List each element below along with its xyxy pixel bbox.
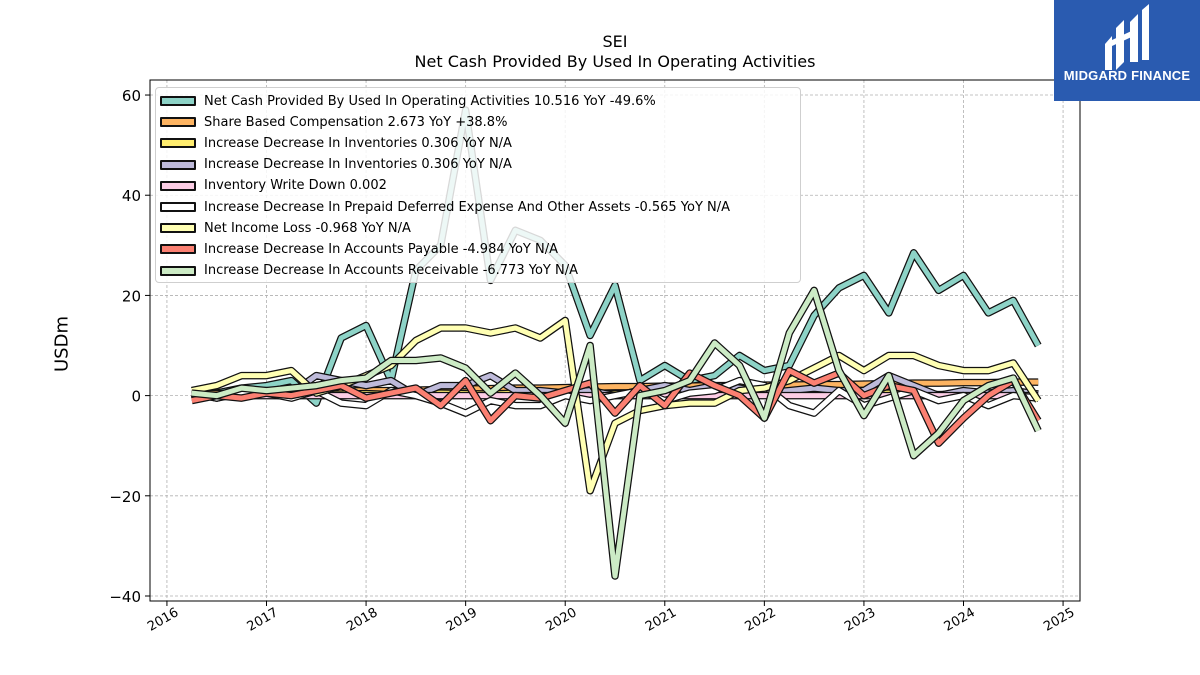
y-axis-label: USDm — [51, 316, 73, 372]
y-tick-label: −20 — [109, 488, 141, 506]
legend-label: Increase Decrease In Inventories 0.306 Y… — [204, 157, 512, 173]
legend-item: Share Based Compensation 2.673 YoY +38.8… — [160, 112, 507, 132]
legend-label: Increase Decrease In Prepaid Deferred Ex… — [204, 199, 731, 215]
x-tick-label: 2020 — [543, 605, 579, 635]
y-tick-label: 40 — [122, 187, 141, 205]
legend-item: Net Income Loss -0.968 YoY N/A — [160, 218, 411, 238]
series-stroke — [191, 368, 1041, 446]
legend-label: Net Income Loss -0.968 YoY N/A — [204, 220, 411, 236]
y-tick-label: 0 — [131, 388, 141, 406]
legend-label: Net Cash Provided By Used In Operating A… — [204, 93, 656, 109]
legend-swatch — [160, 180, 196, 191]
legend-item: Increase Decrease In Prepaid Deferred Ex… — [160, 197, 730, 217]
legend-swatch — [160, 202, 196, 212]
brand-logo: MIDGARD FINANCE — [1054, 0, 1200, 101]
x-tick-label: 2021 — [643, 605, 679, 635]
legend-item: Increase Decrease In Accounts Payable -4… — [160, 239, 558, 259]
x-tick-label: 2024 — [942, 605, 978, 635]
legend-label: Increase Decrease In Inventories 0.306 Y… — [204, 135, 512, 151]
x-tick-label: 2022 — [743, 605, 779, 635]
y-tick-label: 60 — [122, 87, 141, 105]
series-stroke — [191, 287, 1041, 579]
y-tick-label: 20 — [122, 287, 141, 305]
legend-swatch — [160, 138, 196, 149]
x-tick-label: 2019 — [444, 605, 480, 635]
chart-title: SEI — [602, 32, 628, 51]
series-1-line — [191, 106, 1042, 407]
legend: Net Cash Provided By Used In Operating A… — [155, 87, 801, 283]
legend-swatch — [160, 117, 196, 128]
legend-swatch — [160, 265, 196, 276]
brand-mark-icon — [1105, 4, 1149, 70]
brand-name: MIDGARD FINANCE — [1063, 68, 1191, 83]
x-tick-label: 2017 — [245, 605, 281, 635]
legend-item: Increase Decrease In Inventories 0.306 Y… — [160, 155, 512, 175]
legend-item: Increase Decrease In Accounts Receivable… — [160, 261, 578, 281]
plot-frame — [149, 79, 1081, 602]
series-lines — [191, 106, 1042, 580]
legend-swatch — [160, 96, 196, 106]
legend-swatch — [160, 223, 196, 234]
legend-swatch — [160, 159, 196, 170]
legend-label: Inventory Write Down 0.002 — [204, 178, 387, 194]
legend-label: Share Based Compensation 2.673 YoY +38.8… — [204, 114, 508, 130]
legend-item: Inventory Write Down 0.002 — [160, 176, 387, 196]
x-tick-label: 2023 — [842, 605, 878, 635]
legend-label: Increase Decrease In Accounts Receivable… — [204, 263, 578, 279]
series-8-line — [191, 366, 1042, 447]
chart-subtitle: Net Cash Provided By Used In Operating A… — [414, 52, 816, 71]
legend-item: Net Cash Provided By Used In Operating A… — [160, 91, 656, 111]
series-9-line — [191, 286, 1042, 580]
legend-item: Increase Decrease In Inventories 0.306 Y… — [160, 133, 512, 153]
series-stroke — [191, 107, 1041, 406]
legend-swatch — [160, 244, 196, 255]
x-tick-label: 2018 — [344, 605, 380, 635]
legend-label: Increase Decrease In Accounts Payable -4… — [204, 241, 558, 257]
x-tick-label: 2016 — [145, 605, 181, 635]
y-tick-label: −40 — [109, 588, 141, 606]
x-tick-label: 2025 — [1041, 605, 1077, 635]
